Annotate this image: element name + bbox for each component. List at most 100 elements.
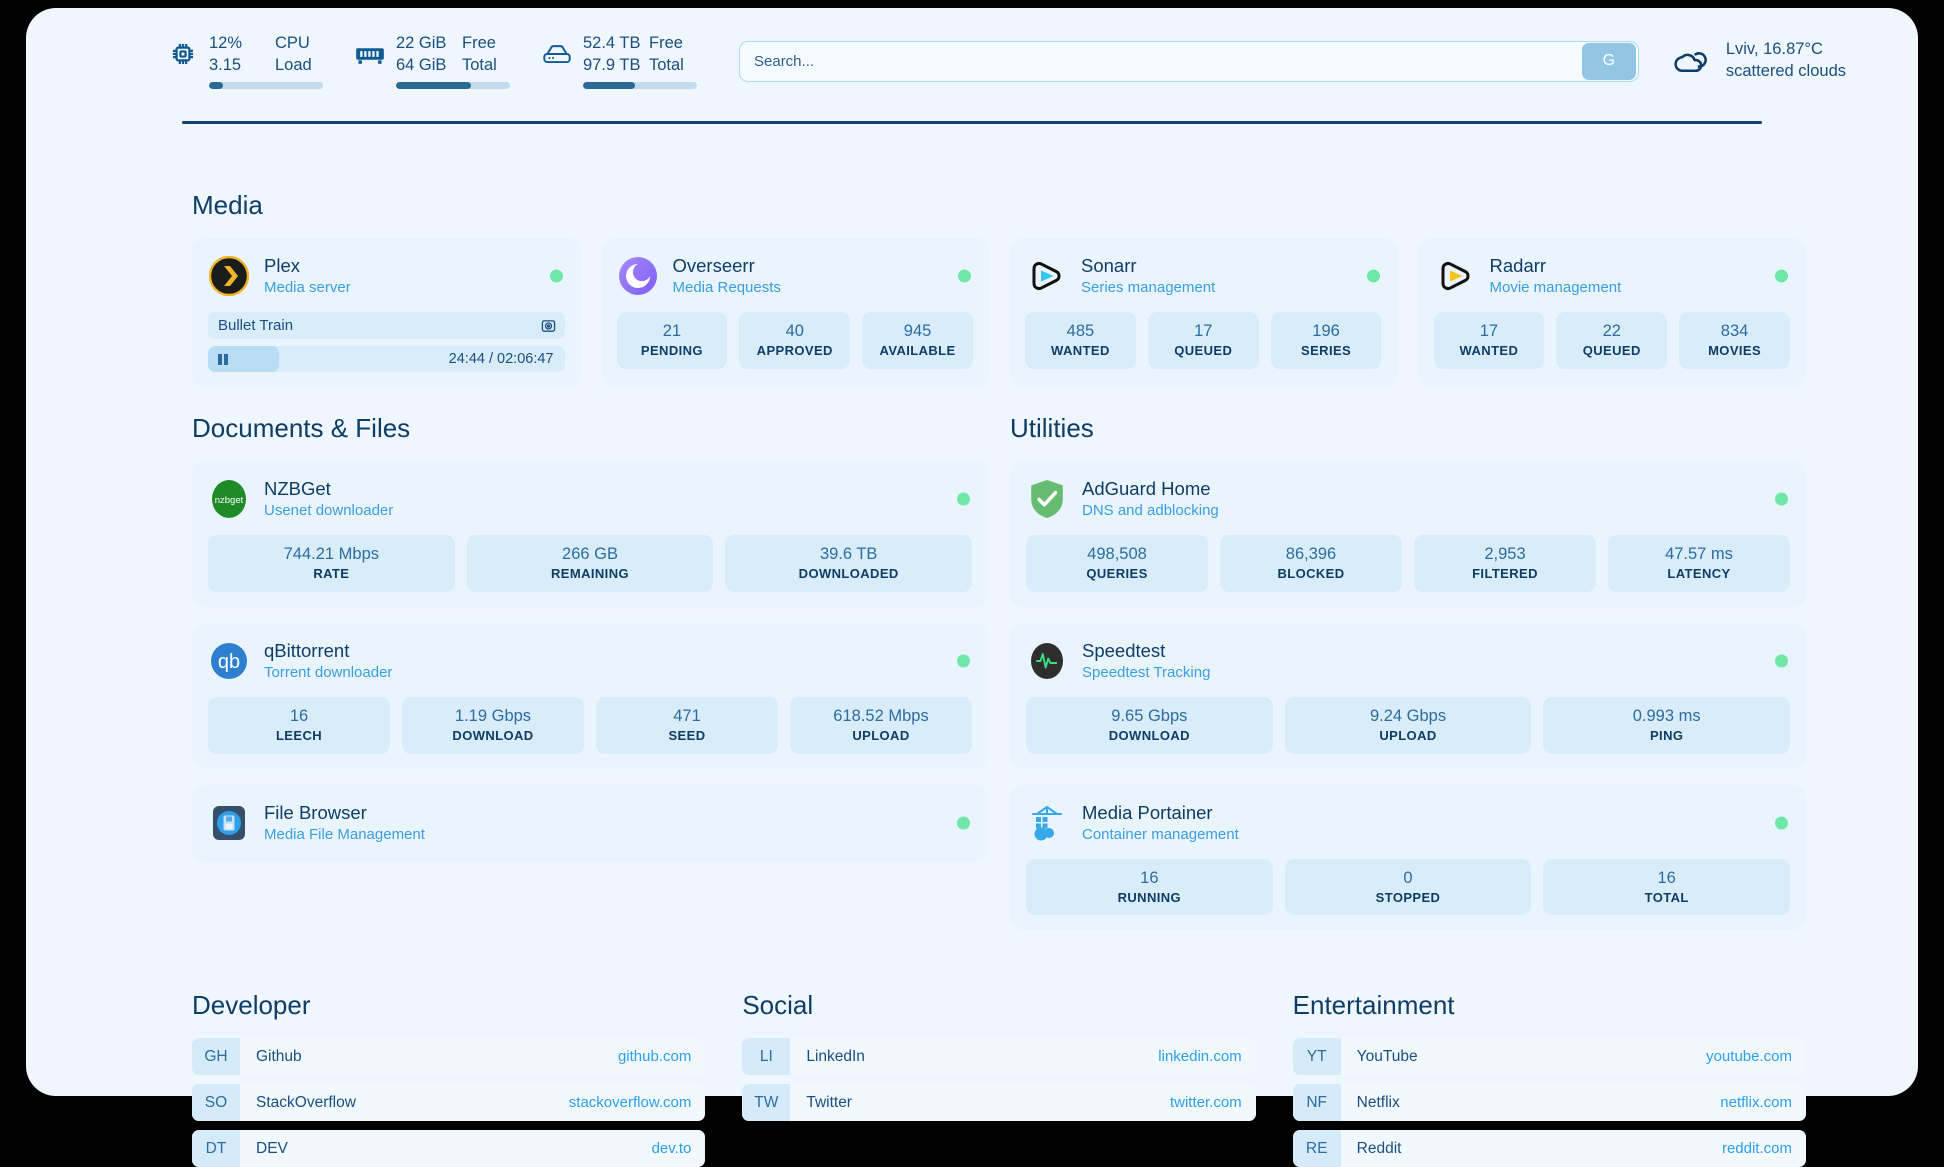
resource-cpu: 12% 3.15 CPU Load	[166, 33, 323, 89]
stat-label: RATE	[313, 566, 350, 582]
bookmark-abbr: DT	[192, 1130, 240, 1167]
bookmark-stackoverflow[interactable]: SO StackOverflow stackoverflow.com	[192, 1084, 706, 1122]
plex-icon	[208, 255, 250, 297]
stat-value: 485	[1066, 322, 1095, 340]
section-media: Media Plex Media server	[192, 190, 1806, 387]
weather-widget[interactable]: Lviv, 16.87°C scattered clouds	[1667, 39, 1846, 83]
card-subtitle: Media File Management	[264, 825, 425, 843]
bookmark-reddit[interactable]: RE Reddit reddit.com	[1292, 1130, 1806, 1167]
cpu-icon	[166, 35, 200, 73]
stat-available: 945 AVAILABLE	[862, 312, 973, 369]
status-badge	[958, 269, 971, 283]
section-title-utilities: Utilities	[1010, 413, 1094, 443]
card-adguard-home[interactable]: AdGuard Home DNS and adblocking 498,508 …	[1010, 461, 1806, 607]
cast-icon[interactable]	[541, 318, 556, 333]
card-subtitle: Container management	[1082, 825, 1239, 843]
stat-movies: 834 MOVIES	[1679, 312, 1790, 369]
search-box[interactable]: G	[739, 40, 1639, 82]
stat-label: LATENCY	[1667, 566, 1731, 582]
stat-stopped: 0 STOPPED	[1284, 858, 1532, 916]
card-qbittorrent[interactable]: qb qBittorrent Torrent downloader	[192, 622, 988, 769]
bookmark-name: LinkedIn	[806, 1047, 865, 1065]
disk-value-1: 52.4 TB	[583, 34, 641, 53]
stat-wanted: 485 WANTED	[1025, 312, 1136, 369]
stat-label: MOVIES	[1708, 343, 1762, 359]
pause-icon[interactable]	[218, 353, 228, 365]
disk-icon	[540, 35, 574, 73]
bookmark-twitter[interactable]: TW Twitter twitter.com	[742, 1084, 1256, 1122]
svg-text:nzbget: nzbget	[215, 495, 244, 506]
bookmark-github[interactable]: GH Github github.com	[192, 1038, 706, 1076]
stat-label: UPLOAD	[1379, 728, 1437, 744]
stat-queries: 498,508 QUERIES	[1026, 535, 1208, 592]
card-title: qBittorrent	[264, 640, 350, 662]
card-title: Media Portainer	[1082, 801, 1213, 823]
stat-label: RUNNING	[1117, 889, 1182, 905]
svg-text:qb: qb	[218, 651, 240, 673]
now-playing-title-bar: Bullet Train	[208, 312, 565, 339]
bookmark-netflix[interactable]: NF Netflix netflix.com	[1292, 1084, 1806, 1122]
bookmark-youtube[interactable]: YT YouTube youtube.com	[1292, 1038, 1806, 1076]
stat-label: STOPPED	[1375, 889, 1441, 905]
disk-value-2: 97.9 TB	[583, 55, 641, 74]
now-playing-title: Bullet Train	[218, 317, 294, 334]
memory-value-1: 22 GiB	[396, 34, 447, 53]
stat-value: 16	[1657, 868, 1676, 887]
stat-value: 17	[1194, 322, 1213, 340]
now-playing-progress[interactable]: 24:44 / 02:06:47	[208, 346, 565, 372]
card-subtitle: Movie management	[1489, 279, 1622, 297]
status-badge	[1775, 492, 1788, 506]
cpu-usage-bar	[209, 81, 323, 89]
stat-value: 21	[662, 322, 682, 340]
card-radarr[interactable]: Radarr Movie management 17 WANTED 22 QUE…	[1417, 238, 1806, 387]
overseerr-icon	[617, 255, 659, 297]
card-title: File Browser	[264, 801, 367, 823]
stat-label: DOWNLOADED	[798, 566, 899, 582]
section-title-developer: Developer	[192, 990, 311, 1021]
stat-filtered: 2,953 FILTERED	[1414, 535, 1596, 592]
stat-label: WANTED	[1459, 343, 1519, 359]
card-nzbget[interactable]: nzbget NZBGet Usenet downloader 74	[192, 461, 988, 607]
bookmark-abbr: YT	[1292, 1038, 1341, 1076]
disk-usage-bar	[583, 81, 697, 89]
memory-label-1: Free	[462, 34, 496, 53]
status-badge	[549, 269, 563, 283]
bookmark-url: stackoverflow.com	[568, 1094, 692, 1112]
bookmark-group-entertainment: Entertainment YT YouTube youtube.com NF …	[1292, 990, 1806, 1167]
card-title: Sonarr	[1081, 255, 1137, 277]
bookmark-url: twitter.com	[1169, 1094, 1242, 1112]
bookmarks-area: Developer GH Github github.com SO StackO…	[192, 990, 1806, 1167]
bookmark-url: reddit.com	[1721, 1140, 1792, 1158]
stat-running: 16 RUNNING	[1026, 858, 1273, 916]
stat-label: QUEUED	[1582, 343, 1641, 359]
card-file-browser[interactable]: File Browser Media File Management	[192, 784, 988, 862]
stat-value: 498,508	[1087, 545, 1147, 563]
card-overseerr[interactable]: Overseerr Media Requests 21 PENDING 40 A…	[600, 238, 989, 387]
stat-queued: 22 QUEUED	[1556, 312, 1668, 369]
bookmark-linkedin[interactable]: LI LinkedIn linkedin.com	[742, 1038, 1256, 1076]
card-title: NZBGet	[264, 478, 331, 500]
resource-disk: 52.4 TB 97.9 TB Free Total	[540, 33, 697, 89]
bookmark-dev[interactable]: DT DEV dev.to	[192, 1130, 706, 1167]
stat-label: AVAILABLE	[879, 343, 956, 359]
bookmark-url: youtube.com	[1706, 1048, 1792, 1066]
card-sonarr[interactable]: Sonarr Series management 485 WANTED 17 Q…	[1009, 238, 1398, 387]
adguard-icon	[1026, 478, 1068, 520]
stat-value: 39.6 TB	[819, 545, 878, 563]
search-input[interactable]	[740, 52, 1582, 70]
card-media-portainer[interactable]: Media Portainer Container management 16 …	[1010, 784, 1806, 931]
card-plex[interactable]: Plex Media server Bullet Train	[192, 238, 581, 387]
card-title: Radarr	[1489, 255, 1547, 277]
stat-latency: 47.57 ms LATENCY	[1608, 535, 1790, 592]
bookmark-abbr: GH	[192, 1038, 240, 1076]
stat-label: SERIES	[1301, 343, 1352, 359]
stat-blocked: 86,396 BLOCKED	[1220, 535, 1402, 592]
section-title-media: Media	[192, 190, 263, 220]
stat-value: 0	[1403, 868, 1413, 887]
card-title: Overseerr	[672, 255, 755, 277]
stat-label: REMAINING	[551, 566, 629, 582]
search-go-button[interactable]: G	[1581, 42, 1636, 80]
card-speedtest[interactable]: Speedtest Speedtest Tracking 9.65 Gbps D…	[1010, 622, 1806, 769]
top-bar: 12% 3.15 CPU Load	[166, 30, 1846, 92]
speedtest-icon	[1026, 640, 1068, 682]
